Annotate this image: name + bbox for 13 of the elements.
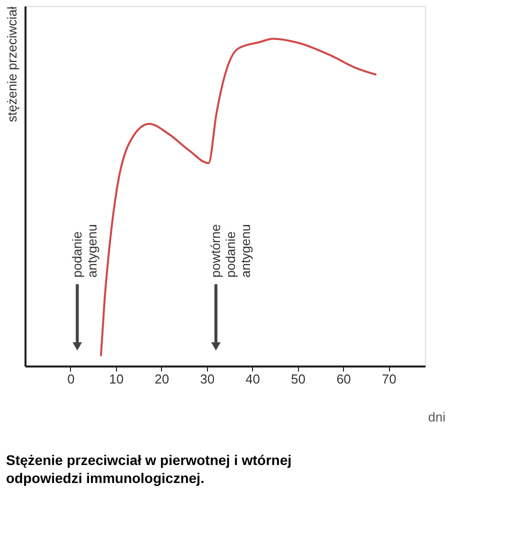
y-axis-title: stężenie przeciwciał xyxy=(4,6,20,122)
x-tick-label: 10 xyxy=(109,372,124,386)
x-tick-label: 70 xyxy=(382,372,396,386)
x-tick-label: 40 xyxy=(246,372,260,386)
x-tick-label: 20 xyxy=(154,372,170,386)
x-tick-label: 30 xyxy=(200,372,215,386)
x-tick-label: 0 xyxy=(67,372,75,386)
x-axis-title: dni xyxy=(428,410,446,424)
x-tick-label: 50 xyxy=(290,372,306,386)
annotation: powtórne podanie antygenu xyxy=(208,224,253,278)
annotation: podanie antygenu xyxy=(69,224,100,278)
x-tick-label: 60 xyxy=(336,372,351,386)
text: Stężenie przeciwciał w pierwotnej i wtórnej odpowiedzi immunologicznej. xyxy=(6,452,292,486)
